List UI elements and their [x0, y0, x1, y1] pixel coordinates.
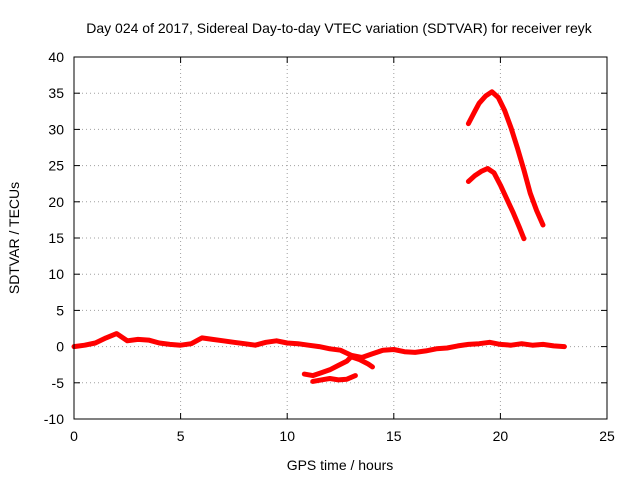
chart-title: Day 024 of 2017, Sidereal Day-to-day VTE…: [86, 20, 592, 36]
x-tick-label: 0: [70, 428, 78, 444]
data-series: [71, 89, 567, 384]
x-tick-label: 10: [279, 428, 295, 444]
series-line-lower-arc: [465, 166, 527, 242]
series-line-upper-arc: [465, 89, 546, 228]
y-tick-label: 40: [48, 49, 64, 65]
x-tick-label: 15: [386, 428, 402, 444]
plot-frame: [73, 56, 608, 420]
axis-ticks: 0 5 10 15 20 25 -10 -5 0 5 10 15 20 25 30 35 40: [44, 49, 615, 444]
series-line-dip: [301, 354, 375, 379]
x-tick-label: 25: [599, 428, 615, 444]
x-axis-label: GPS time / hours: [287, 457, 394, 473]
y-tick-label: 30: [48, 121, 64, 137]
grid-lines: [74, 57, 607, 419]
series-line-baseline: [71, 331, 567, 360]
x-tick-label: 20: [493, 428, 509, 444]
y-tick-label: 15: [48, 230, 64, 246]
y-axis-label: SDTVAR / TECUs: [6, 182, 22, 294]
y-tick-label: 5: [56, 302, 64, 318]
y-tick-label: -10: [44, 411, 64, 427]
y-tick-label: 20: [48, 194, 64, 210]
series-line-dip-lower: [310, 373, 358, 384]
y-tick-label: 25: [48, 158, 64, 174]
y-tick-label: -5: [52, 375, 65, 391]
y-tick-label: 0: [56, 339, 64, 355]
x-tick-label: 5: [177, 428, 185, 444]
y-tick-label: 35: [48, 85, 64, 101]
y-tick-label: 10: [48, 266, 64, 282]
